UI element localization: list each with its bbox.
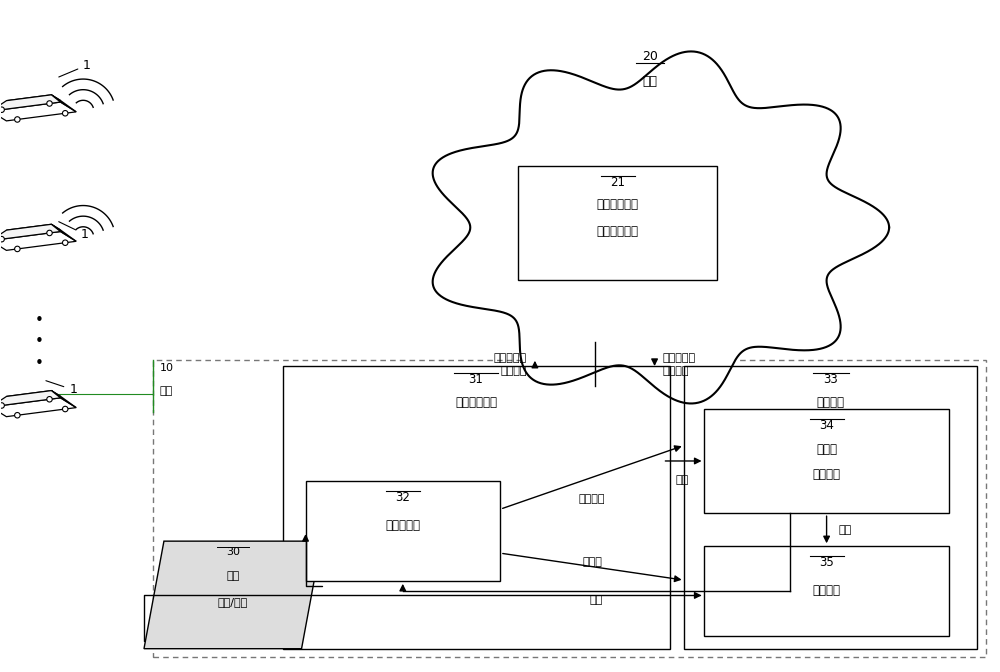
Text: 软件更新引擎: 软件更新引擎 <box>597 226 639 239</box>
Text: 10: 10 <box>160 363 174 373</box>
Text: 32: 32 <box>395 491 410 505</box>
Polygon shape <box>0 95 60 111</box>
Polygon shape <box>0 232 76 251</box>
Text: 监督学习: 监督学习 <box>817 396 845 409</box>
Polygon shape <box>51 390 76 408</box>
Text: 注意力图: 注意力图 <box>579 495 605 504</box>
Polygon shape <box>51 224 76 241</box>
Circle shape <box>15 413 20 418</box>
Text: 后台: 后台 <box>642 75 657 88</box>
Circle shape <box>62 110 68 116</box>
Text: 损失构建: 损失构建 <box>813 468 841 481</box>
FancyBboxPatch shape <box>704 546 949 636</box>
Polygon shape <box>6 224 60 236</box>
Text: 评估和: 评估和 <box>816 443 837 456</box>
Polygon shape <box>51 95 76 112</box>
Circle shape <box>0 237 4 242</box>
Polygon shape <box>433 52 889 403</box>
Text: 局部更新的
模型参数: 局部更新的 模型参数 <box>663 353 696 376</box>
Circle shape <box>47 396 52 402</box>
Text: •: • <box>35 356 44 372</box>
Polygon shape <box>0 390 60 407</box>
Text: 21: 21 <box>610 175 625 189</box>
Text: 系统: 系统 <box>160 386 173 396</box>
Text: 1: 1 <box>46 381 77 396</box>
Polygon shape <box>0 224 60 241</box>
Circle shape <box>0 107 4 112</box>
Polygon shape <box>6 390 60 402</box>
Text: •: • <box>35 312 44 327</box>
Circle shape <box>47 101 52 106</box>
Text: 20: 20 <box>642 50 658 63</box>
Text: 更新: 更新 <box>676 475 689 485</box>
Circle shape <box>15 246 20 252</box>
Text: 输出: 输出 <box>839 525 852 535</box>
Circle shape <box>62 407 68 412</box>
Text: 自监督网络: 自监督网络 <box>385 519 420 532</box>
Text: 1: 1 <box>59 58 91 77</box>
Polygon shape <box>0 102 76 121</box>
Text: 35: 35 <box>819 556 834 569</box>
Text: 更新: 更新 <box>590 595 603 605</box>
Circle shape <box>0 403 4 408</box>
FancyBboxPatch shape <box>306 481 500 581</box>
Circle shape <box>62 240 68 245</box>
Text: 图像/数据: 图像/数据 <box>218 597 248 607</box>
Text: 感知: 感知 <box>226 571 239 581</box>
FancyBboxPatch shape <box>153 360 986 657</box>
Text: 1: 1 <box>59 222 89 241</box>
Text: •: • <box>35 335 44 349</box>
Text: 监督信号创建: 监督信号创建 <box>455 396 497 409</box>
Polygon shape <box>144 541 321 648</box>
FancyBboxPatch shape <box>283 366 670 648</box>
Text: 34: 34 <box>819 419 834 431</box>
Polygon shape <box>0 398 76 417</box>
Text: 全局更新的
模型参数: 全局更新的 模型参数 <box>494 353 527 376</box>
Circle shape <box>47 230 52 236</box>
Text: 30: 30 <box>226 547 240 557</box>
FancyBboxPatch shape <box>684 366 977 648</box>
Circle shape <box>15 117 20 122</box>
FancyBboxPatch shape <box>704 409 949 513</box>
Text: 特征图: 特征图 <box>582 557 602 567</box>
Polygon shape <box>6 95 60 106</box>
FancyBboxPatch shape <box>518 166 717 280</box>
Text: 33: 33 <box>823 373 838 386</box>
Text: 合并、训练和: 合并、训练和 <box>597 198 639 210</box>
Text: 31: 31 <box>469 373 484 386</box>
Text: 感知网络: 感知网络 <box>813 584 841 597</box>
